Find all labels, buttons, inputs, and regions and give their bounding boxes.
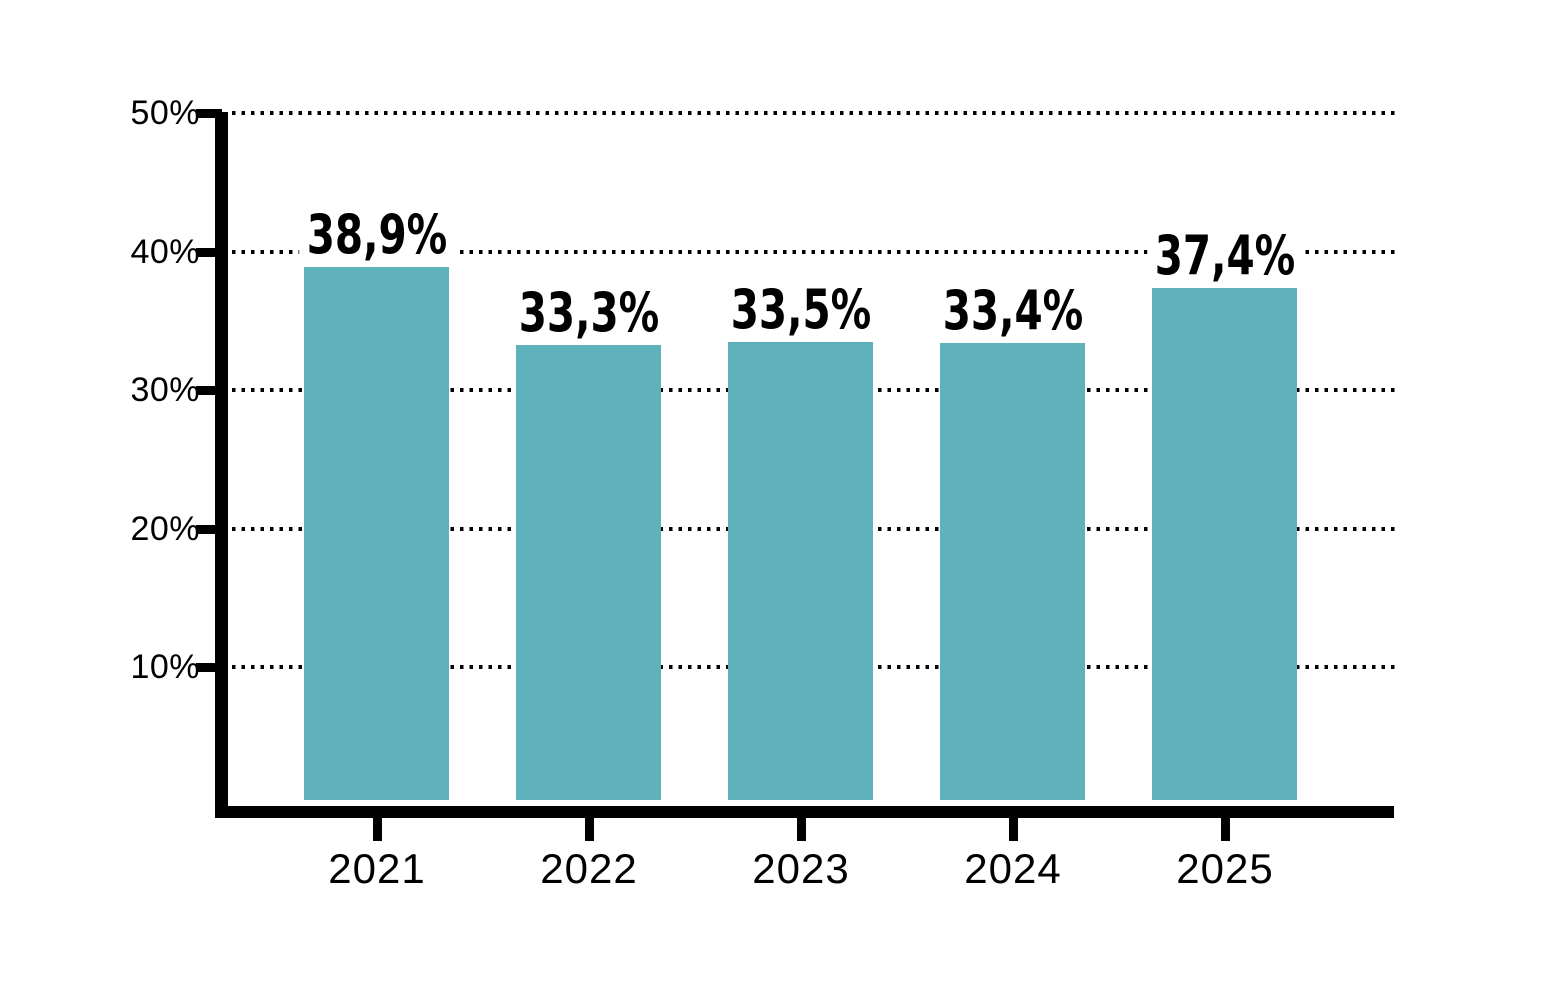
y-axis-label-30pct: 30%: [130, 371, 200, 409]
y-axis-label-20pct: 20%: [130, 510, 200, 548]
y-tick-40pct: [196, 248, 222, 257]
bar-2021: [304, 267, 449, 800]
x-axis-label-2022: 2022: [540, 845, 638, 892]
x-axis-label-2021: 2021: [328, 845, 426, 892]
value-label-2023: 33,5%: [697, 278, 904, 341]
value-label-2024: 33,4%: [909, 279, 1116, 342]
y-axis-line: [215, 112, 228, 818]
value-label-text: 33,4%: [935, 279, 1091, 342]
value-label-2021: 38,9%: [273, 203, 480, 266]
y-axis-label-10pct: 10%: [130, 648, 200, 686]
bar-2022: [516, 345, 661, 800]
x-axis-label-2023: 2023: [752, 845, 850, 892]
y-tick-50pct: [196, 109, 222, 118]
bar-2025: [1152, 288, 1297, 800]
x-tick-2022: [585, 818, 594, 841]
x-tick-2021: [373, 818, 382, 841]
x-tick-2025: [1221, 818, 1230, 841]
y-tick-20pct: [196, 525, 222, 534]
y-axis-label-40pct: 40%: [130, 233, 200, 271]
bar-2023: [728, 342, 873, 800]
value-label-text: 37,4%: [1147, 224, 1303, 287]
gridline-40pct: [232, 250, 1397, 254]
y-tick-10pct: [196, 663, 222, 672]
value-label-text: 33,5%: [723, 278, 879, 341]
x-axis-label-2024: 2024: [964, 845, 1062, 892]
value-label-text: 33,3%: [511, 281, 667, 344]
x-axis-label-2025: 2025: [1176, 845, 1274, 892]
value-label-2025: 37,4%: [1121, 224, 1328, 287]
x-axis-line: [216, 806, 1394, 818]
bar-2024: [940, 343, 1085, 800]
x-tick-2023: [797, 818, 806, 841]
gridline-50pct: [232, 111, 1397, 115]
x-tick-2024: [1009, 818, 1018, 841]
y-axis-label-50pct: 50%: [130, 94, 200, 132]
value-label-text: 38,9%: [299, 203, 455, 266]
value-label-2022: 33,3%: [485, 281, 692, 344]
y-tick-30pct: [196, 386, 222, 395]
